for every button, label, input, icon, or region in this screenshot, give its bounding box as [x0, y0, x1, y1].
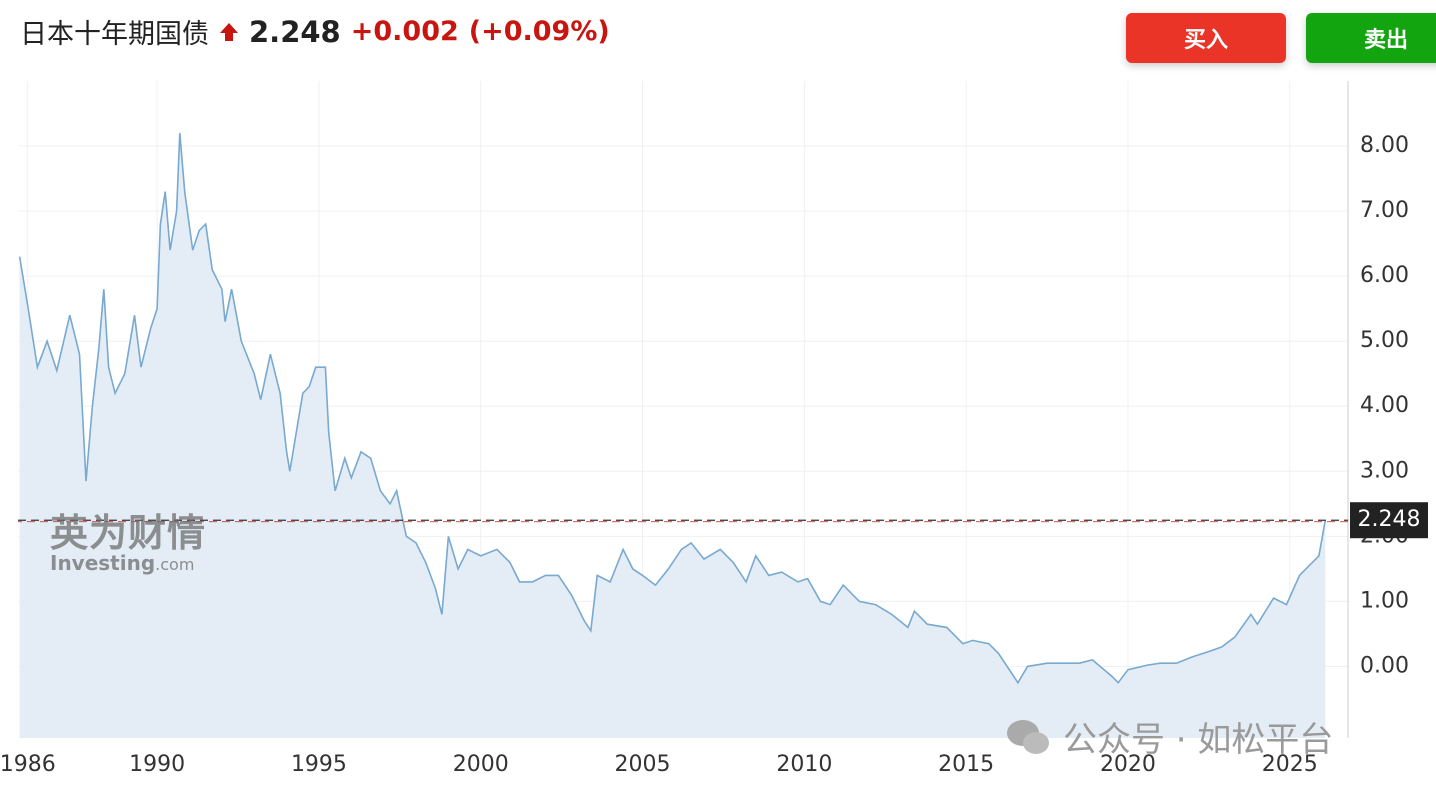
x-tick-label: 2000	[453, 752, 509, 777]
wechat-icon	[1007, 719, 1049, 754]
change-pct: (+0.09%)	[468, 16, 610, 47]
investing-watermark: 英为财情 Investing.com	[50, 502, 206, 575]
up-arrow	[220, 22, 238, 41]
y-tick-label: 3.00	[1360, 458, 1409, 483]
y-tick-label: 8.00	[1360, 133, 1409, 158]
buy-button[interactable]: 买入	[1126, 13, 1286, 63]
x-tick-label: 2020	[1100, 752, 1156, 777]
current-label-bg	[1350, 502, 1428, 539]
y-tick-label: 1.00	[1360, 588, 1409, 613]
price: 2.248	[249, 14, 341, 49]
line	[18, 132, 1327, 685]
logo-suffix: .com	[155, 555, 195, 574]
y-tick-label: 4.00	[1360, 393, 1409, 418]
header: 日本十年期国债 2.248 +0.002 (+0.09%)	[20, 12, 610, 51]
area-fill	[19, 133, 1326, 738]
x-tick-label: 1986	[0, 752, 56, 777]
sell-button[interactable]: 卖出	[1306, 13, 1436, 63]
change: +0.002	[350, 16, 459, 47]
x-tick-label: 1990	[129, 752, 185, 777]
x-tick-label: 2010	[776, 752, 832, 777]
y-tick-label: 7.00	[1360, 198, 1409, 223]
y-tick-label: 0.00	[1360, 653, 1409, 678]
logo-cn: 英为财情	[50, 511, 207, 555]
y-tick-label: 5.00	[1360, 328, 1409, 353]
x-tick-label: 1995	[291, 752, 347, 777]
y-tick-label: 6.00	[1360, 263, 1409, 288]
title: 日本十年期国债	[20, 19, 209, 50]
x-tick-label: 2005	[615, 752, 671, 777]
x-tick-label: 2015	[938, 752, 994, 777]
current-label: 2.248	[1358, 507, 1421, 532]
logo-en: Investing	[50, 551, 156, 575]
wechat-text: 公众号 · 如松平台	[1063, 720, 1334, 760]
wechat-watermark: 公众号 · 如松平台	[1005, 712, 1333, 761]
x-tick-label: 2025	[1262, 752, 1318, 777]
